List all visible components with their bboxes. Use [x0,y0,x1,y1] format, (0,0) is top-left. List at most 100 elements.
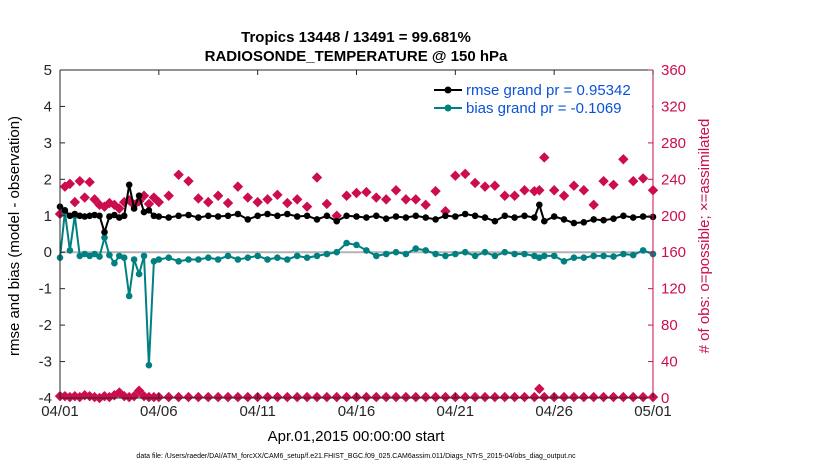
bias-point [511,250,518,258]
rmse-point [224,212,232,220]
bias-point [452,250,459,258]
y-tick-label: 3 [44,135,52,152]
bias-point [323,250,331,258]
rmse-point [96,212,103,220]
obs-possible-point [203,196,214,208]
bias-point [536,254,543,261]
obs-assimilated-point [598,391,609,403]
bias-series [56,208,657,369]
obs-possible-point [212,190,224,201]
obs-assimilated-point [400,391,412,403]
obs-possible-point [262,194,273,205]
obs-possible-point [193,193,204,204]
bias-point [620,250,627,258]
series-layer [54,152,659,404]
bias-point [560,258,568,265]
bias-point [501,248,509,256]
y-tick-label: 2 [44,171,52,188]
y2-tick-label: 280 [661,135,686,152]
rmse-point [71,210,79,218]
bias-point [541,252,548,260]
bias-point [140,252,148,260]
obs-assimilated-point [460,391,471,403]
rmse-point [363,214,370,221]
obs-possible-point [469,177,481,189]
bias-point [111,259,118,267]
rmse-point [165,214,172,221]
bias-point [402,250,410,258]
chart-title: Tropics 13448 / 13491 = 99.681% [241,29,471,46]
obs-possible-point [74,175,85,187]
obs-assimilated-point [588,391,599,403]
bias-point [185,256,192,263]
y2-axis-label: # of obs: o=possible; ×=assimilated [696,119,713,354]
rmse-point [580,219,588,226]
obs-possible-point [519,185,530,196]
obs-possible-point [509,190,520,201]
obs-possible-point [390,185,402,196]
obs-possible-point [79,192,90,203]
rmse-point [125,181,133,189]
y-tick-label: -3 [39,354,52,371]
bias-point [521,250,528,258]
obs-possible-point [104,197,115,209]
obs-possible-point [410,194,422,205]
obs-assimilated-point [361,391,372,403]
bias-point [195,256,202,263]
legend: rmse grand pr = 0.95342 bias grand pr = … [428,78,652,120]
rmse-point [120,212,128,220]
legend-bias-label: bias grand pr = -0.1069 [466,100,622,117]
bias-point [81,250,88,258]
obs-possible-point [420,199,431,211]
rmse-point [402,214,410,221]
obs-possible-point [163,190,174,201]
bias-point [422,247,430,254]
y-tick-label: 4 [44,98,52,115]
obs-assimilated-point [529,391,540,403]
rmse-point [501,212,509,220]
obs-assimilated-point [311,391,323,403]
rmse-point [91,211,98,219]
rmse-point [333,217,341,225]
rmse-point [81,213,88,220]
y2-tick-label: 40 [661,354,678,371]
rmse-point [101,228,108,236]
legend-rmse-marker [444,86,452,94]
y-tick-label: 0 [44,244,52,261]
y2-tick-label: 80 [661,317,678,334]
obs-possible-point [222,197,234,209]
bias-point [333,248,341,256]
rmse-point [461,210,469,218]
bias-point [254,252,261,260]
obs-possible-point [568,180,580,191]
obs-possible-point [153,196,165,208]
y2-tick-label: 360 [661,62,686,79]
y-tick-label: -4 [39,390,52,407]
obs-assimilated-series [54,383,659,404]
obs-possible-point [578,185,590,196]
obs-possible-point [460,168,471,180]
rmse-point [175,212,182,220]
rmse-point [313,216,321,223]
obs-assimilated-point [321,391,333,403]
obs-possible-point [558,190,570,201]
bias-point [580,254,588,261]
bias-point [382,250,390,258]
bias-point [91,250,98,258]
obs-possible-point [400,194,412,205]
x-tick-label: 05/01 [634,403,672,420]
rmse-point [536,201,543,209]
bias-point [610,253,617,260]
obs-possible-point [450,170,461,181]
bias-point [96,253,103,260]
bias-point [590,252,597,260]
bias-point [284,256,291,263]
x-tick-label: 04/06 [140,403,178,420]
rmse-point [600,216,607,224]
bias-point [274,254,281,261]
obs-assimilated-point [539,391,550,403]
rmse-point [452,213,459,220]
bias-point [264,256,271,263]
bias-point [550,252,558,260]
